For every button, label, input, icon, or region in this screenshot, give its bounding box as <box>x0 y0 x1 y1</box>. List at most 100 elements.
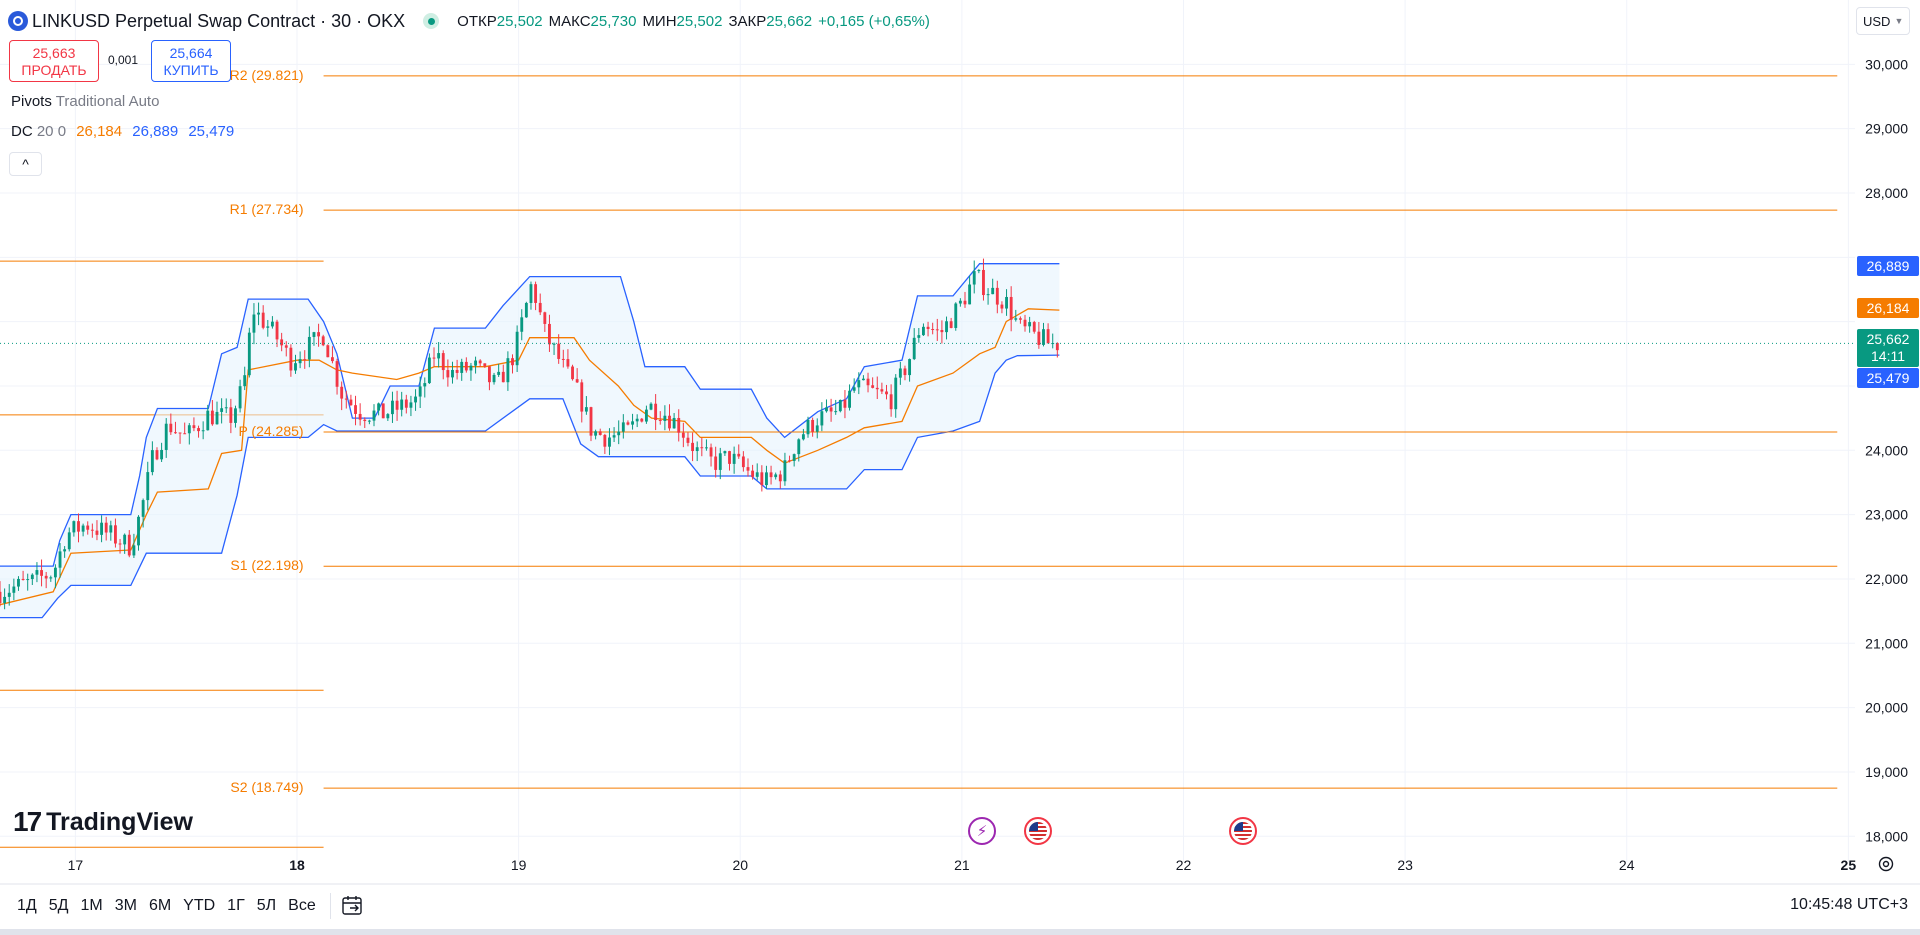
collapse-legend-button[interactable]: ^ <box>9 152 42 176</box>
gear-icon[interactable] <box>1875 853 1897 875</box>
candle-body <box>922 326 925 336</box>
clock-timezone[interactable]: 10:45:48 UTC+3 <box>1790 896 1908 913</box>
candle-body <box>668 415 671 429</box>
candle-body <box>1032 322 1036 332</box>
price-axis[interactable]: 18,000 19,000 20,000 21,000 22,000 23,000 24,0… <box>1865 56 1908 844</box>
candle-body <box>0 591 2 604</box>
range-1m-button[interactable]: 1M <box>80 896 103 914</box>
us-economic-event-icon[interactable] <box>1024 817 1052 845</box>
market-open-icon[interactable] <box>423 13 440 29</box>
candle-body <box>423 383 427 387</box>
currency-select[interactable]: USD ▼ <box>1856 7 1910 35</box>
range-1d-button[interactable]: 1Д <box>17 896 37 914</box>
chart-grid <box>0 0 1855 862</box>
candle-body <box>968 284 972 305</box>
candle-body <box>1037 331 1041 345</box>
candle-body <box>1055 343 1059 351</box>
price-tick-label: 23,000 <box>1865 507 1908 523</box>
candle-body <box>132 545 136 556</box>
dc-upper-value: 26,184 <box>76 123 123 140</box>
candle-body <box>917 335 921 338</box>
last-price-tag: 25,662 14:11 <box>1857 329 1919 367</box>
candle-body <box>524 302 528 318</box>
candle-body <box>441 353 445 371</box>
candle-body <box>557 343 561 359</box>
range-6m-button[interactable]: 6M <box>148 896 172 914</box>
range-all-button[interactable]: Все <box>288 896 316 914</box>
range-5d-button[interactable]: 5Д <box>48 896 69 914</box>
candle-body <box>654 403 658 421</box>
lightning-event-icon[interactable]: ⚡ <box>968 817 996 845</box>
sell-button[interactable]: 25,663 ПРОДАТЬ <box>9 40 99 82</box>
calendar-range-icon[interactable] <box>339 892 367 920</box>
horizontal-scrollbar[interactable] <box>0 929 1920 935</box>
candle-body <box>118 543 122 545</box>
candle-body <box>1005 296 1008 309</box>
candle-body <box>746 467 750 471</box>
candle-body <box>737 453 741 457</box>
price-tick-label: 28,000 <box>1865 185 1908 201</box>
candle-body <box>113 525 117 544</box>
pivot-lines: R2 (29.821) R1 (27.734) P (24.285) S1 (22.1… <box>230 67 1838 795</box>
candle-body <box>857 380 861 388</box>
candle-body <box>935 329 939 331</box>
candle-body <box>400 399 404 410</box>
price-tick-label: 24,000 <box>1865 442 1908 458</box>
candle-body <box>358 413 362 420</box>
candle-body <box>875 387 879 390</box>
candle-body <box>326 345 330 358</box>
candle-body <box>621 422 625 432</box>
candle-body <box>1014 318 1018 320</box>
candle-body <box>298 359 302 364</box>
pivots-indicator-legend[interactable]: Pivots Traditional Auto <box>11 93 159 110</box>
candle-body <box>95 530 99 535</box>
range-1y-button[interactable]: 1Г <box>227 896 245 914</box>
candle-body <box>418 386 422 397</box>
range-ytd-button[interactable]: YTD <box>183 896 216 914</box>
candle-body <box>160 449 164 460</box>
price-tick-label: 30,000 <box>1865 56 1908 72</box>
candle-body <box>880 389 884 392</box>
candle-body <box>612 435 616 438</box>
candle-body <box>561 358 565 360</box>
candle-body <box>788 460 791 462</box>
range-3m-button[interactable]: 3M <box>114 896 137 914</box>
buy-button[interactable]: 25,664 КУПИТЬ <box>151 40 231 82</box>
candle-body <box>252 314 256 333</box>
candle-body <box>949 321 953 328</box>
tradingview-logo[interactable]: 17 TradingView <box>13 806 193 838</box>
candle-body <box>677 417 681 433</box>
dc-lower-price-tag: 25,479 <box>1857 368 1919 388</box>
pivot-label-s1: S1 (22.198) <box>230 557 303 573</box>
candle-body <box>26 579 30 581</box>
sell-label: ПРОДАТЬ <box>21 62 87 78</box>
candle-body <box>446 370 450 378</box>
us-economic-event-icon[interactable] <box>1229 817 1257 845</box>
candle-body <box>663 415 667 421</box>
candle-body <box>520 317 524 332</box>
candle-body <box>21 578 25 580</box>
symbol-title[interactable]: LINKUSD Perpetual Swap Contract · 30 · O… <box>32 10 406 31</box>
candle-body <box>820 411 824 426</box>
candle-body <box>801 434 805 440</box>
candle-body <box>709 447 713 457</box>
range-5y-button[interactable]: 5Л <box>256 896 277 914</box>
candle-body <box>995 287 999 305</box>
pivot-label-p: P (24.285) <box>238 423 303 439</box>
candle-body <box>575 379 579 383</box>
candle-body <box>137 516 140 546</box>
candle-body <box>284 345 288 348</box>
candle-body <box>617 431 621 436</box>
candle-body <box>958 300 962 304</box>
donchian-indicator-legend[interactable]: DC 20 0 26,184 26,889 25,479 <box>11 123 234 140</box>
candle-body <box>640 418 644 422</box>
candle-body <box>912 337 916 360</box>
candle-body <box>53 567 57 578</box>
candle-body <box>686 437 690 443</box>
us-flag-icon <box>1234 822 1252 840</box>
candle-body <box>197 428 200 432</box>
time-axis[interactable]: 17 18 19 20 21 22 23 24 25 <box>0 857 1920 885</box>
candle-body <box>963 300 967 305</box>
candlestick-series <box>0 258 1855 610</box>
